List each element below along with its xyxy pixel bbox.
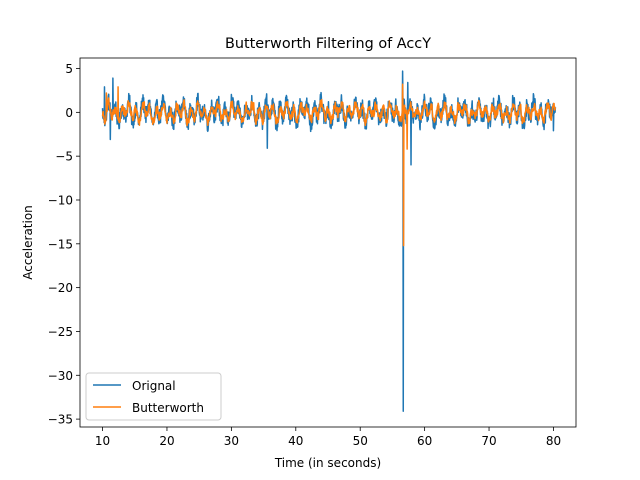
series-line-butterworth [101, 83, 557, 247]
x-axis-ticks: 10 20 30 40 50 60 70 80 [95, 427, 561, 448]
x-tick-label: 10 [95, 434, 110, 448]
y-tick-label: −15 [48, 237, 73, 251]
plot-area [79, 57, 577, 428]
x-tick-label: 70 [481, 434, 496, 448]
y-tick-label: −25 [48, 325, 73, 339]
legend: Orignal Butterworth [85, 372, 222, 421]
y-tick-label: −35 [48, 413, 73, 427]
chart-title: Butterworth Filtering of AccY [225, 36, 431, 52]
x-tick-label: 80 [546, 434, 561, 448]
plot-background [80, 58, 576, 427]
legend-label-orignal: Orignal [132, 379, 176, 393]
x-tick-label: 40 [288, 434, 303, 448]
plot-frame [79, 57, 577, 428]
y-tick-label: −30 [48, 369, 73, 383]
y-axis-label: Acceleration [21, 205, 35, 280]
x-tick-label: 50 [353, 434, 368, 448]
y-tick-label: −10 [48, 193, 73, 207]
y-tick-label: 0 [65, 106, 73, 120]
x-tick-label: 20 [159, 434, 174, 448]
legend-label-butterworth: Butterworth [132, 401, 204, 415]
y-axis-ticks: 5 0 −5 −10 −15 −20 −25 −30 −35 [48, 62, 80, 427]
x-axis-label: Time (in seconds) [274, 456, 381, 470]
series-layer [101, 70, 557, 412]
y-tick-label: 5 [65, 62, 73, 76]
x-tick-label: 60 [417, 434, 432, 448]
x-tick-label: 30 [224, 434, 239, 448]
y-tick-label: −20 [48, 281, 73, 295]
y-tick-label: −5 [55, 150, 73, 164]
